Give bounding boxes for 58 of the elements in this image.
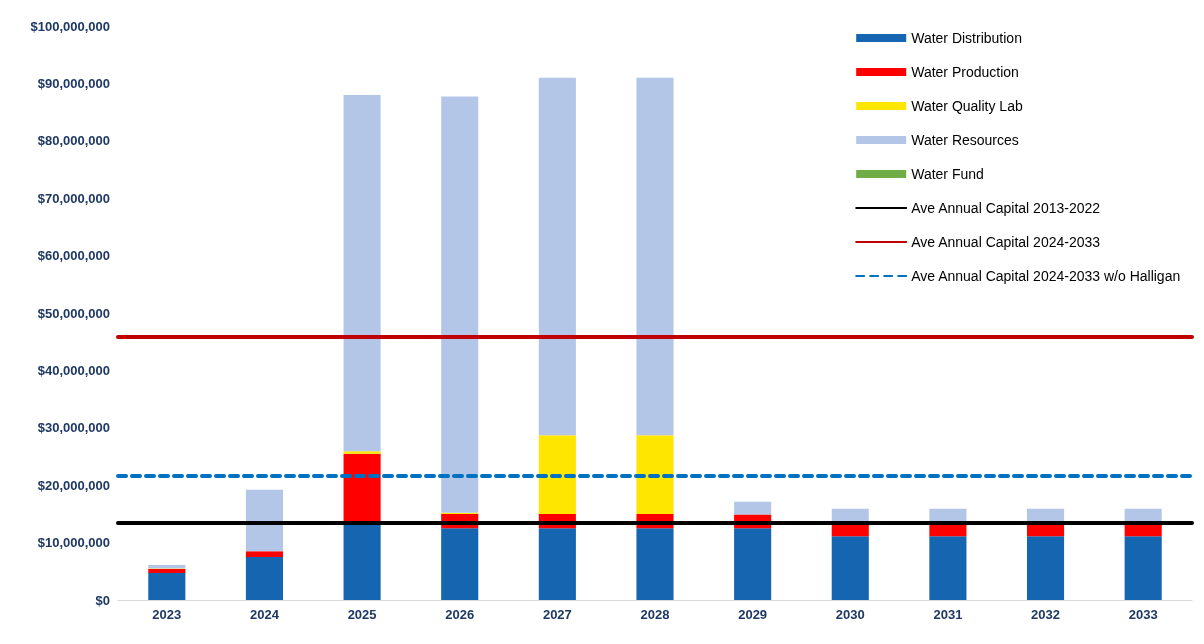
- x-tick-label: 2032: [1031, 607, 1061, 622]
- bar: [734, 501, 772, 515]
- bar: [538, 528, 576, 600]
- x-tick-label: 2030: [835, 607, 865, 622]
- x-tick-label: 2024: [249, 607, 280, 622]
- bar: [245, 489, 284, 552]
- bar: [1124, 508, 1162, 522]
- bar: [929, 508, 967, 522]
- y-tick-label: $10,000,000: [37, 535, 110, 551]
- x-tick-label: 2028: [640, 607, 670, 622]
- x-tick-label: 2026: [445, 607, 475, 622]
- legend-label: Water Distribution: [911, 30, 1022, 46]
- legend-label: Ave Annual Capital 2024-2033 w/o Halligan: [911, 268, 1181, 284]
- y-tick-label: $70,000,000: [37, 190, 110, 206]
- bar: [636, 435, 674, 514]
- y-tick-label: $40,000,000: [37, 362, 110, 378]
- y-tick-label: $30,000,000: [37, 420, 110, 436]
- legend-label: Water Fund: [911, 166, 984, 182]
- bar: [148, 564, 186, 569]
- bar: [245, 551, 284, 557]
- bar: [148, 573, 186, 600]
- x-tick-label: 2023: [152, 607, 182, 622]
- bar: [441, 96, 479, 513]
- y-tick-label: $0: [95, 592, 110, 608]
- bar: [831, 536, 869, 600]
- bar: [1026, 536, 1065, 600]
- legend-label: Water Quality Lab: [911, 98, 1023, 114]
- x-tick-label: 2027: [542, 607, 572, 622]
- bar: [831, 508, 869, 522]
- bar: [343, 451, 381, 454]
- bar: [929, 536, 967, 600]
- x-tick-label: 2025: [347, 607, 377, 622]
- y-tick-label: $80,000,000: [37, 133, 110, 149]
- bar: [1124, 536, 1162, 600]
- y-tick-label: $90,000,000: [37, 75, 110, 91]
- y-tick-label: $100,000,000: [30, 18, 110, 34]
- bar: [636, 528, 674, 600]
- bar: [538, 77, 576, 436]
- bar: [1026, 508, 1065, 522]
- x-tick-label: 2031: [933, 607, 963, 622]
- y-tick-label: $50,000,000: [37, 305, 110, 321]
- legend-label: Ave Annual Capital 2013-2022: [911, 200, 1101, 216]
- x-tick-label: 2029: [738, 607, 768, 622]
- y-tick-label: $20,000,000: [37, 477, 110, 493]
- bar: [343, 453, 381, 523]
- legend-label: Water Production: [911, 64, 1019, 80]
- bar: [734, 528, 772, 600]
- x-tick-label: 2033: [1128, 607, 1158, 622]
- bar: [441, 528, 479, 600]
- legend-label: Water Resources: [911, 132, 1019, 148]
- y-tick-label: $60,000,000: [37, 248, 110, 264]
- bar: [148, 569, 186, 574]
- bar: [343, 94, 381, 452]
- legend-label: Ave Annual Capital 2024-2033: [911, 234, 1101, 250]
- bar: [636, 77, 674, 436]
- bar: [245, 556, 284, 600]
- bar: [538, 435, 576, 514]
- bar: [343, 522, 381, 600]
